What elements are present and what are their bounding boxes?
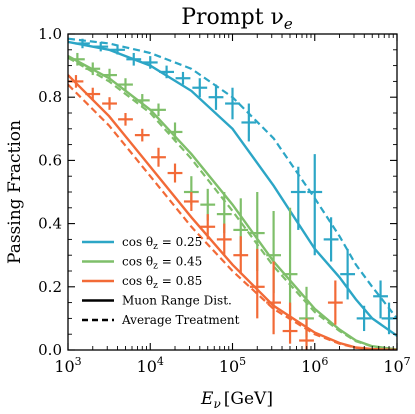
- axis-frame: [67, 33, 398, 351]
- x-tick-label: 107: [383, 355, 410, 376]
- plot-content: [68, 37, 397, 350]
- series-0-dashed-line: [68, 37, 397, 320]
- plot-area: [68, 37, 397, 350]
- y-tick-label: 0.4: [38, 215, 62, 233]
- x-tick-label: 106: [301, 355, 328, 376]
- x-axis-ticks: 103 104 105 106 107: [54, 34, 411, 376]
- legend-label-1: cos θz = 0.45: [122, 255, 202, 272]
- y-tick-label: 0.8: [38, 88, 62, 106]
- y-tick-label: 0.2: [38, 278, 62, 296]
- legend-label-4: Average Treatment: [121, 313, 240, 327]
- series-1-dashed-line: [68, 56, 397, 350]
- x-tick-label: 105: [219, 355, 246, 376]
- plot-border: [67, 33, 398, 351]
- legend: cos θz = 0.25 cos θz = 0.45 cos θz = 0.85 M…: [82, 235, 240, 327]
- legend-label-0: cos θz = 0.25: [122, 235, 202, 252]
- series-2-dashed-line: [68, 83, 397, 350]
- x-tick-label: 104: [137, 355, 164, 376]
- y-tick-label: 1.0: [38, 25, 62, 43]
- x-tick-label: 103: [54, 355, 81, 376]
- y-tick-label: 0.6: [38, 151, 62, 169]
- legend-label-3: Muon Range Dist.: [122, 294, 232, 308]
- y-tick-label: 0.0: [38, 341, 62, 359]
- chart-title: Prompt νe: [181, 5, 293, 33]
- y-axis-label: Passing Fraction: [5, 120, 25, 264]
- y-axis-ticks: 0.0 0.2 0.4 0.6 0.8 1.0: [38, 25, 397, 359]
- x-axis-label: Eν [GeV]: [200, 389, 273, 411]
- legend-label-2: cos θz = 0.85: [122, 274, 202, 291]
